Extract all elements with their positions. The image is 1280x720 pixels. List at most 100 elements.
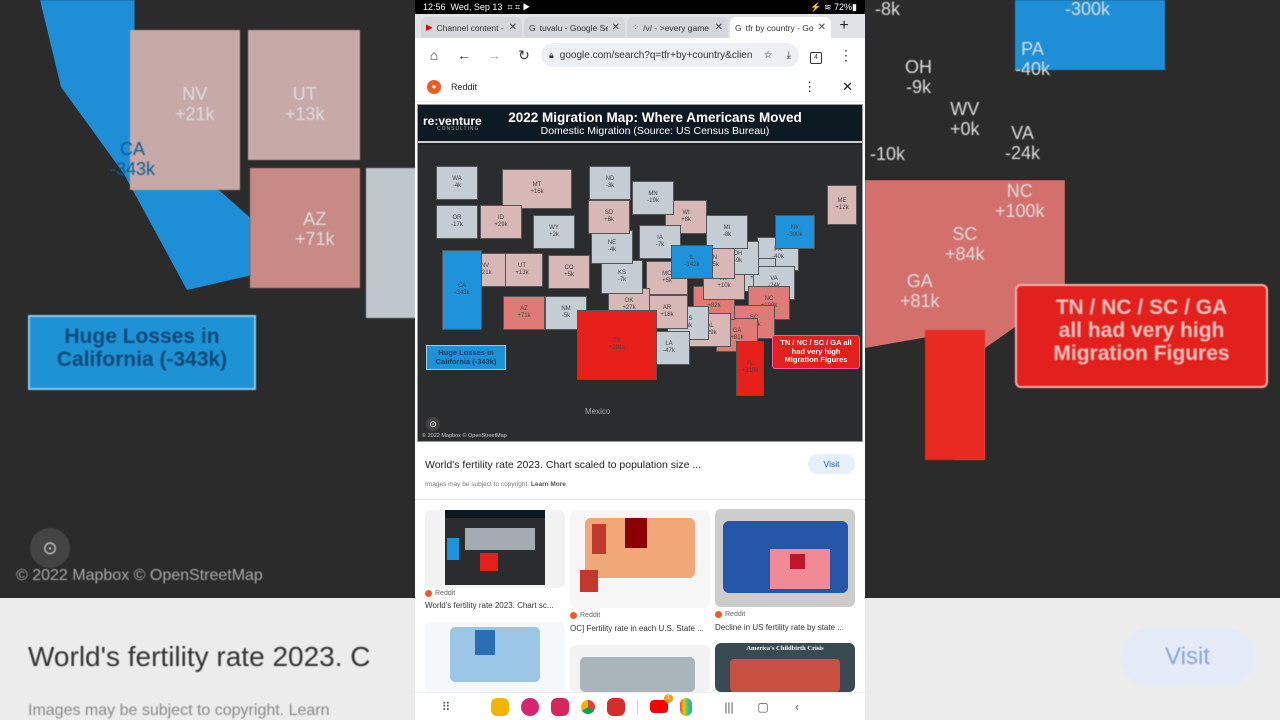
- home-icon[interactable]: ⌂: [429, 47, 439, 63]
- state-ne: NE -4k: [591, 230, 633, 264]
- tab-title: Channel content -: [436, 22, 504, 33]
- image-result-info: World's fertility rate 2023. Chart scale…: [415, 450, 865, 500]
- grid-icon: ⁘: [632, 22, 640, 32]
- tab-switcher-button[interactable]: 4: [803, 46, 829, 64]
- bg-utah-shape: [248, 30, 360, 160]
- bg-label: UT +13k: [285, 84, 325, 124]
- recents-button[interactable]: |||: [724, 699, 734, 714]
- bg-callout: Huge Losses in California (-343k): [28, 315, 256, 390]
- state-wa: WA -4k: [436, 166, 478, 200]
- state-value: +16k: [530, 189, 544, 195]
- state-code: PA: [774, 246, 782, 253]
- more-options-icon[interactable]: ⋮: [803, 78, 817, 94]
- visit-button[interactable]: Visit: [808, 454, 855, 474]
- related-thumb-1[interactable]: [425, 510, 565, 588]
- preview-image-migration-map[interactable]: re:venture CONSULTING 2022 Migration Map:…: [417, 104, 863, 442]
- related-caption[interactable]: World's fertility rate 2023. Chart sc...: [425, 601, 554, 610]
- state-value: +12k: [835, 205, 849, 211]
- close-icon[interactable]: ✕: [842, 78, 853, 94]
- url-text: google.com/search?q=tfr+by+country&clien: [559, 49, 753, 61]
- bg-result-title: World's fertility rate 2023. C: [28, 641, 371, 672]
- map-title: 2022 Migration Map: Where Americans Move…: [508, 109, 802, 125]
- back-icon[interactable]: ←: [457, 47, 471, 63]
- related-thumb-5[interactable]: [570, 645, 710, 692]
- state-value: -142k: [684, 262, 700, 268]
- home-button[interactable]: ▢: [757, 699, 769, 714]
- state-value: -300k: [787, 232, 803, 238]
- forward-icon[interactable]: →: [487, 47, 501, 63]
- new-tab-button[interactable]: +: [839, 17, 849, 34]
- related-thumb-2[interactable]: [570, 510, 710, 608]
- bg-label: -10k: [870, 144, 906, 164]
- state-code: IA: [657, 234, 663, 241]
- state-az: AZ +71k: [503, 296, 545, 330]
- bg-nm-shape: [366, 168, 415, 318]
- paint-app-icon[interactable]: [680, 697, 692, 716]
- result-title[interactable]: World's fertility rate 2023. Chart scale…: [425, 459, 702, 471]
- reload-icon[interactable]: ↻: [518, 46, 530, 63]
- related-source: Reddit: [715, 611, 745, 618]
- bg-label: -300k: [1065, 0, 1111, 19]
- status-time: 12:56: [423, 1, 446, 12]
- android-nav-bar: ⠿ 1 ||| ▢ ‹: [415, 692, 865, 720]
- app-drawer-icon[interactable]: ⠿: [441, 699, 451, 714]
- close-tab-icon[interactable]: ✕: [817, 22, 826, 33]
- california-callout: Huge Losses in California (-343k): [426, 345, 506, 371]
- google-lens-icon[interactable]: ⊙: [426, 417, 440, 431]
- address-bar[interactable]: 🔒︎ google.com/search?q=tfr+by+country&cl…: [541, 43, 799, 67]
- source-name[interactable]: Reddit: [451, 81, 478, 92]
- reddit-icon: [425, 590, 432, 597]
- mexico-label: Mexico: [585, 407, 611, 416]
- back-button[interactable]: ‹: [795, 699, 799, 714]
- close-tab-icon[interactable]: ✕: [714, 22, 723, 33]
- bg-visit-button: Visit: [1120, 628, 1255, 686]
- state-value: -19k: [647, 198, 659, 204]
- related-thumb-6[interactable]: America's Childbirth Crisis: [715, 643, 855, 692]
- tab-3[interactable]: ⁘/v/ - >every game ✕: [627, 17, 728, 38]
- map-attribution: © 2022 Mapbox © OpenStreetMap: [422, 433, 507, 439]
- tab-count: 4: [810, 51, 822, 64]
- camera-app-icon[interactable]: [551, 697, 569, 716]
- state-value: -8k: [722, 232, 732, 238]
- related-caption[interactable]: OC] Fertility rate in each U.S. State ..…: [570, 624, 704, 633]
- youtube-icon: ▶: [426, 22, 433, 32]
- state-code: WA: [452, 175, 462, 182]
- bg-label: NC +100k: [995, 181, 1045, 221]
- related-source: Reddit: [570, 612, 600, 619]
- state-code: NY: [790, 224, 800, 231]
- tab-title: tuvalu - Google Se: [539, 22, 608, 33]
- state-tx: TX +231k: [577, 310, 657, 380]
- state-code: UT: [518, 262, 526, 269]
- state-code: MS: [683, 315, 693, 322]
- tab-1[interactable]: ▶ Channel content - ✕: [421, 17, 522, 38]
- bg-attribution: © 2022 Mapbox © OpenStreetMap: [16, 567, 263, 584]
- state-code: VA: [770, 275, 778, 282]
- bookmark-star-icon[interactable]: ☆: [763, 49, 773, 61]
- bg-lens-icon: ⊙: [30, 528, 70, 568]
- youtube-app-icon[interactable]: 1: [650, 694, 673, 713]
- state-ny: NY -300k: [775, 215, 815, 249]
- state-value: -343k: [454, 290, 470, 296]
- related-thumb-3[interactable]: [715, 509, 855, 607]
- email-app-icon[interactable]: [607, 697, 625, 716]
- menu-kebab-icon[interactable]: ⋮: [839, 46, 853, 63]
- close-tab-icon[interactable]: ✕: [508, 22, 517, 33]
- state-value: -5k: [561, 313, 571, 319]
- chrome-app-icon[interactable]: [581, 699, 595, 714]
- state-code: LA: [665, 340, 673, 347]
- related-caption[interactable]: Decline in US fertility rate by state ..…: [715, 623, 844, 632]
- learn-more-link[interactable]: Learn More: [530, 481, 566, 488]
- gallery-app-icon[interactable]: [521, 697, 539, 716]
- state-code: NE: [607, 239, 617, 246]
- related-thumb-4[interactable]: [425, 622, 565, 692]
- download-icon[interactable]: ⤓: [786, 49, 791, 61]
- close-tab-icon[interactable]: ✕: [611, 22, 620, 33]
- state-value: +27k: [622, 305, 636, 311]
- bg-florida-shape: [925, 330, 985, 460]
- state-mn: MN -19k: [632, 181, 674, 215]
- files-app-icon[interactable]: [491, 697, 509, 716]
- state-code: NV: [480, 262, 490, 269]
